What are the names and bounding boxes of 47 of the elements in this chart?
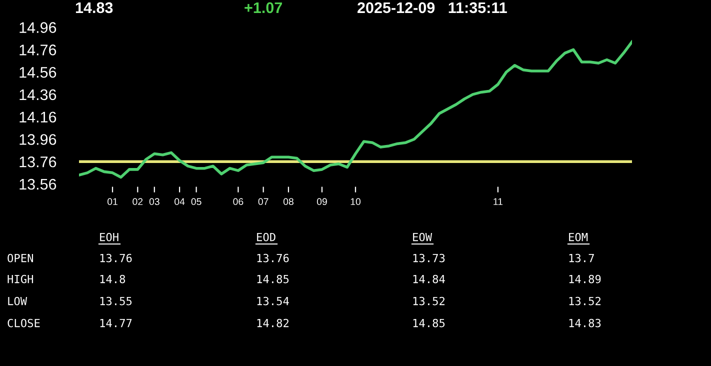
text: 13.7: [569, 254, 594, 262]
category-label: CLOSE: [8, 318, 40, 328]
text: 13.73: [413, 254, 445, 262]
x-tick-label: 05: [191, 198, 202, 206]
x-tick-label: 02: [132, 198, 143, 206]
y-tick-label: 14.16: [20, 112, 56, 123]
text: 13.76: [100, 254, 132, 262]
category-label: EOH: [100, 232, 118, 242]
text: 13.54: [257, 296, 289, 306]
x-tick-label: 01: [107, 198, 118, 206]
x-tick-label: 09: [316, 198, 327, 206]
text: 14.77: [100, 318, 132, 328]
x-tick-label: 11: [494, 198, 503, 205]
x-tick-label: 06: [233, 198, 244, 206]
text: 13.55: [100, 296, 132, 306]
y-tick-label: 13.56: [20, 178, 56, 190]
y-tick-label: 14.56: [20, 66, 56, 78]
category-label: EOW: [413, 232, 432, 242]
text: 14.82: [257, 318, 289, 328]
text: 14.85: [413, 318, 445, 328]
x-tick-label: 04: [174, 198, 185, 206]
text: 13.52: [569, 296, 601, 306]
text: 13.52: [413, 296, 445, 306]
y-tick-label: 13.76: [20, 156, 56, 168]
x-tick-label: 07: [258, 198, 268, 206]
x-tick-label: 10: [350, 198, 361, 206]
text: 13.76: [257, 254, 289, 262]
y-tick-label: 13.96: [20, 134, 56, 145]
category-label: LOW: [8, 296, 28, 306]
chart-title: 14.83: [76, 2, 113, 14]
text: 14.84: [413, 274, 445, 284]
text: 14.85: [257, 274, 289, 284]
text: +1.07: [244, 2, 282, 14]
line-series: [79, 40, 632, 179]
category-label: EOM: [569, 232, 588, 242]
y-tick-label: 14.36: [20, 89, 56, 100]
text: 14.8: [100, 274, 126, 284]
text: 14.89: [569, 274, 601, 284]
y-tick-label: 14.96: [20, 22, 56, 33]
y-tick-label: 14.76: [20, 44, 56, 56]
x-tick-label: 08: [283, 198, 294, 206]
category-label: HIGH: [8, 274, 34, 284]
chart-title: 14.83: [569, 318, 601, 328]
x-tick-label: 03: [149, 198, 160, 206]
text: 2025-12-09 11:35:11: [358, 2, 507, 14]
category-label: EOD: [257, 232, 276, 242]
category-label: OPEN: [8, 254, 34, 262]
